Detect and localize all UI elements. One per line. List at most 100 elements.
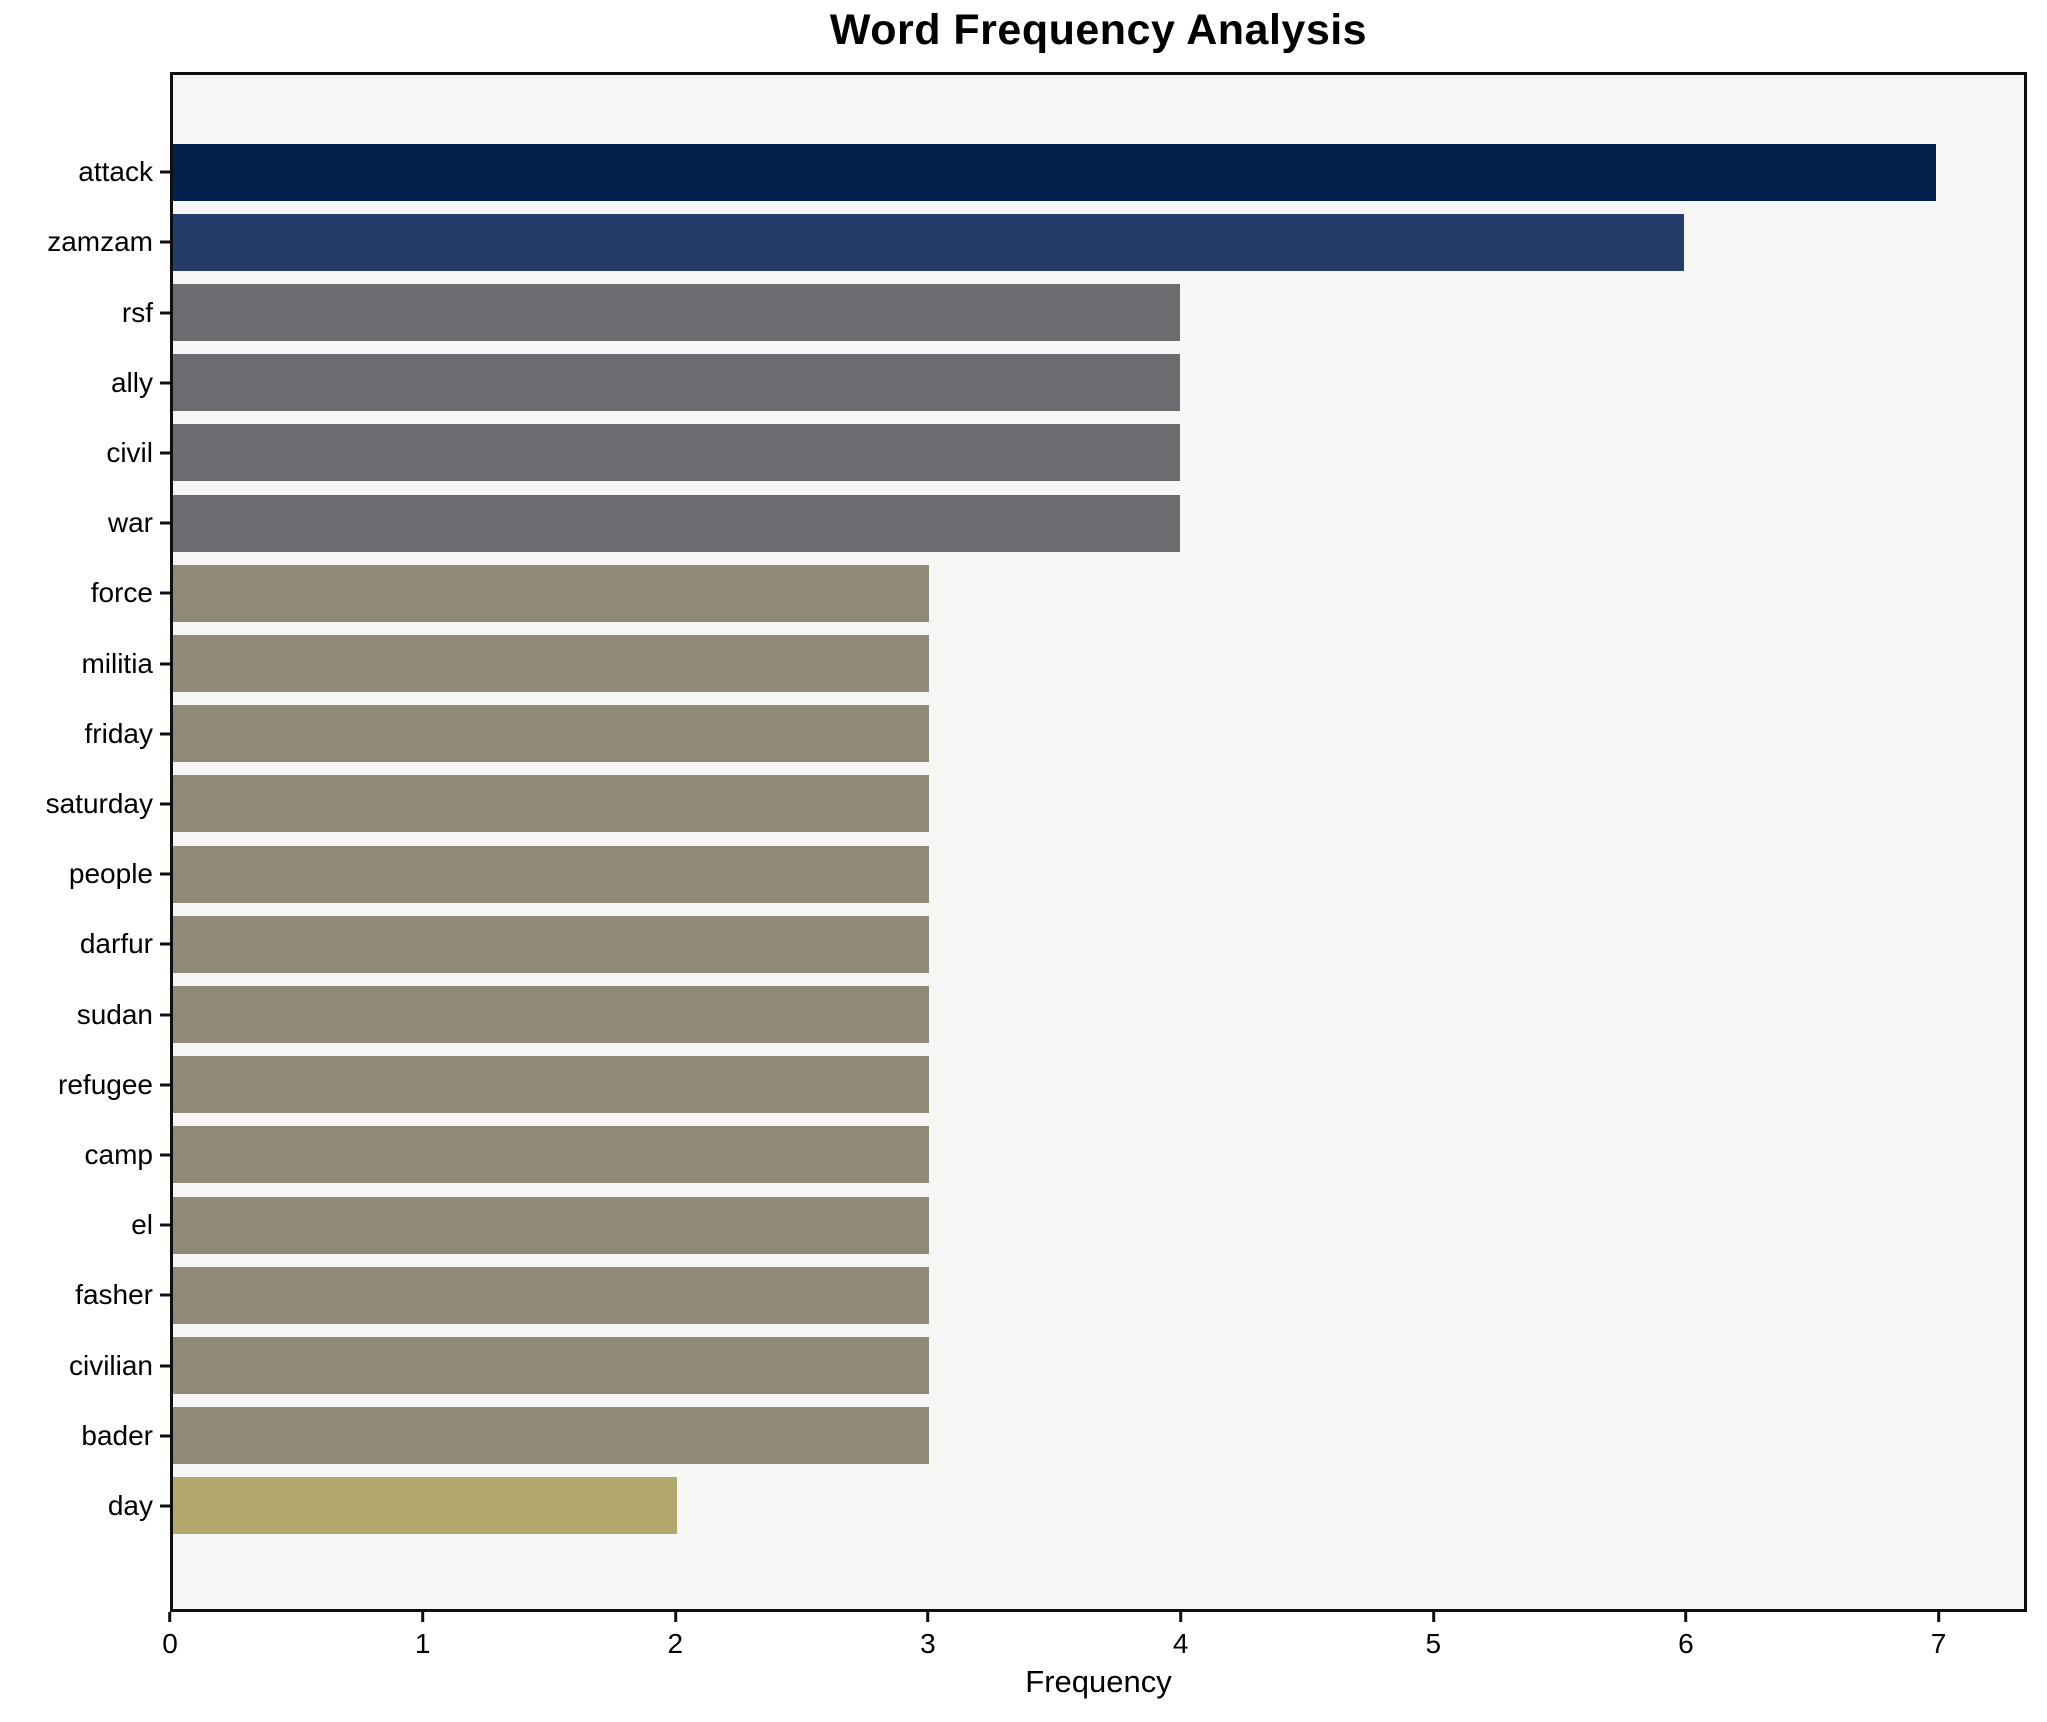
category-label: refugee bbox=[58, 1068, 153, 1100]
x-tick-mark bbox=[673, 1612, 677, 1622]
bar-row: camp bbox=[85, 1120, 2024, 1190]
bar-row: militia bbox=[81, 628, 2024, 698]
category-label: civil bbox=[106, 436, 153, 468]
category-label: people bbox=[68, 858, 153, 890]
x-tick: 1 bbox=[414, 1612, 431, 1660]
frequency-bar bbox=[173, 143, 1936, 201]
frequency-bar bbox=[173, 424, 1181, 482]
bar-row: rsf bbox=[122, 277, 2024, 347]
category-label: fasher bbox=[75, 1279, 153, 1311]
category-label: war bbox=[107, 507, 153, 539]
x-tick-label: 0 bbox=[162, 1628, 178, 1659]
x-tick-mark bbox=[1431, 1612, 1435, 1622]
frequency-bar bbox=[173, 705, 929, 763]
x-tick-mark bbox=[1684, 1612, 1688, 1622]
category-label: saturday bbox=[45, 787, 153, 819]
y-tick-mark bbox=[160, 381, 170, 385]
frequency-bar bbox=[173, 1477, 677, 1535]
frequency-bar bbox=[173, 564, 929, 622]
y-tick-mark bbox=[160, 311, 170, 314]
y-tick-mark bbox=[160, 1083, 170, 1087]
category-label: sudan bbox=[76, 998, 153, 1030]
bar-row: civil bbox=[106, 418, 2024, 488]
bar-row: el bbox=[131, 1190, 2024, 1260]
frequency-bar bbox=[173, 1196, 929, 1254]
bar-row: civilian bbox=[69, 1330, 2024, 1400]
bar-row: friday bbox=[85, 699, 2024, 769]
bar-row: bader bbox=[81, 1401, 2024, 1471]
frequency-bar bbox=[173, 635, 929, 693]
x-tick: 4 bbox=[1172, 1612, 1189, 1660]
bar-row: zamzam bbox=[47, 207, 2024, 277]
frequency-bar bbox=[173, 1407, 929, 1465]
y-tick-mark bbox=[160, 1223, 170, 1227]
x-tick-mark bbox=[1937, 1612, 1941, 1622]
frequency-bar bbox=[173, 284, 1181, 341]
x-tick-label: 1 bbox=[414, 1628, 431, 1659]
y-tick-mark bbox=[160, 1434, 170, 1438]
category-label: attack bbox=[78, 156, 153, 188]
category-label: force bbox=[90, 577, 153, 609]
y-tick-mark bbox=[160, 872, 170, 876]
bar-row: day bbox=[108, 1471, 2024, 1541]
y-tick-mark bbox=[160, 591, 170, 595]
frequency-bar bbox=[173, 845, 929, 903]
bar-row: darfur bbox=[80, 909, 2024, 979]
frequency-bar bbox=[173, 354, 1181, 412]
x-axis: 0 1 2 3 4 5 6 7 bbox=[162, 1612, 2027, 1672]
bar-row: force bbox=[91, 558, 2024, 628]
y-tick-mark bbox=[160, 1293, 170, 1297]
x-tick-label: 6 bbox=[1678, 1628, 1694, 1659]
frequency-bar bbox=[173, 1266, 929, 1324]
category-label: civilian bbox=[68, 1349, 153, 1381]
category-label: zamzam bbox=[47, 226, 153, 258]
frequency-bar bbox=[173, 1056, 929, 1114]
bar-row: ally bbox=[111, 348, 2024, 418]
y-tick-mark bbox=[160, 1013, 170, 1017]
y-tick-mark bbox=[160, 942, 170, 946]
category-label: day bbox=[107, 1489, 153, 1521]
x-tick: 2 bbox=[667, 1612, 684, 1660]
plot-area: attack zamzam rsf ally civil war force militia f… bbox=[46, 72, 2027, 1612]
category-label: friday bbox=[84, 717, 153, 749]
bar-row: saturday bbox=[46, 769, 2024, 839]
category-label: camp bbox=[84, 1138, 153, 1170]
category-label: militia bbox=[81, 647, 153, 679]
x-tick-mark bbox=[421, 1612, 425, 1622]
x-tick: 0 bbox=[162, 1612, 178, 1660]
x-tick-mark bbox=[926, 1612, 930, 1622]
bar-row: refugee bbox=[58, 1050, 2024, 1120]
x-tick-mark bbox=[168, 1612, 172, 1622]
y-tick-mark bbox=[160, 1153, 170, 1157]
frequency-bar bbox=[173, 213, 1685, 271]
x-tick: 5 bbox=[1425, 1612, 1441, 1660]
y-tick-mark bbox=[160, 802, 170, 806]
x-tick-label: 5 bbox=[1425, 1628, 1442, 1659]
frequency-bar bbox=[173, 494, 1181, 552]
frequency-bar bbox=[173, 986, 929, 1044]
category-label: darfur bbox=[79, 928, 153, 960]
y-tick-mark bbox=[160, 521, 170, 525]
y-tick-mark bbox=[160, 732, 170, 736]
frequency-bar bbox=[173, 915, 929, 973]
x-tick-label: 2 bbox=[667, 1628, 684, 1659]
frequency-bar bbox=[173, 1337, 929, 1395]
y-tick-mark bbox=[160, 170, 170, 174]
bar-row: attack bbox=[78, 137, 2024, 207]
category-label: el bbox=[131, 1209, 153, 1241]
x-tick-label: 4 bbox=[1172, 1628, 1189, 1659]
bar-row: sudan bbox=[77, 979, 2024, 1049]
x-tick-label: 7 bbox=[1930, 1628, 1947, 1659]
x-tick: 3 bbox=[920, 1612, 936, 1660]
x-tick-label: 3 bbox=[920, 1628, 936, 1659]
y-tick-mark bbox=[160, 662, 170, 666]
x-tick-mark bbox=[1179, 1612, 1183, 1622]
frequency-bar bbox=[173, 1126, 929, 1184]
bar-row: fasher bbox=[75, 1260, 2024, 1330]
y-tick-mark bbox=[160, 1364, 170, 1368]
frequency-bar bbox=[173, 775, 929, 833]
x-tick: 6 bbox=[1678, 1612, 1694, 1660]
bars-container: attack zamzam rsf ally civil war force militia f… bbox=[46, 75, 2024, 1609]
y-tick-mark bbox=[160, 451, 170, 455]
